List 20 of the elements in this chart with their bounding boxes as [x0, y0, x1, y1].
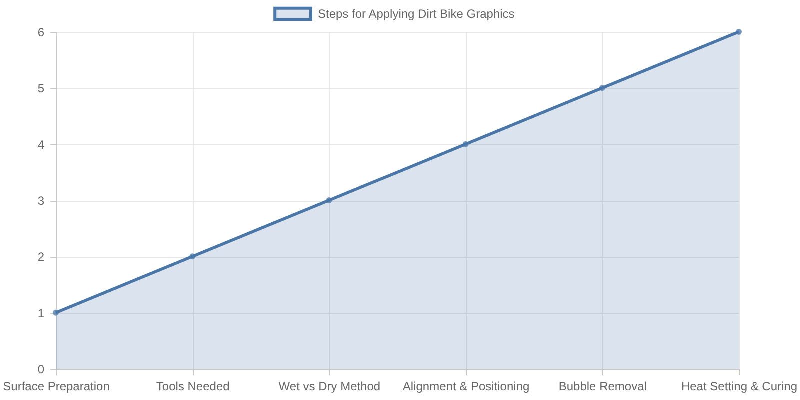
y-tick-label: 4 [38, 138, 45, 152]
x-tick-label: Alignment & Positioning [402, 380, 530, 394]
x-tick-label: Wet vs Dry Method [278, 380, 381, 394]
point [53, 310, 59, 316]
legend-label: Steps for Applying Dirt Bike Graphics [318, 7, 515, 21]
y-tick-label: 3 [38, 194, 45, 208]
x-tick-label: Surface Preparation [3, 380, 110, 394]
point [599, 85, 606, 92]
y-tick-label: 2 [38, 250, 45, 264]
y-tick-label: 0 [38, 362, 45, 376]
y-tick-label: 1 [38, 306, 45, 320]
y-tick-label: 6 [38, 26, 45, 40]
point [190, 254, 196, 260]
x-tick-label: Heat Setting & Curing [681, 380, 798, 394]
x-tick-label: Bubble Removal [558, 380, 647, 394]
point [462, 141, 469, 148]
point [736, 29, 742, 35]
point [326, 198, 332, 204]
y-tick-label: 5 [38, 82, 45, 96]
x-tick-label: Tools Needed [156, 380, 230, 394]
